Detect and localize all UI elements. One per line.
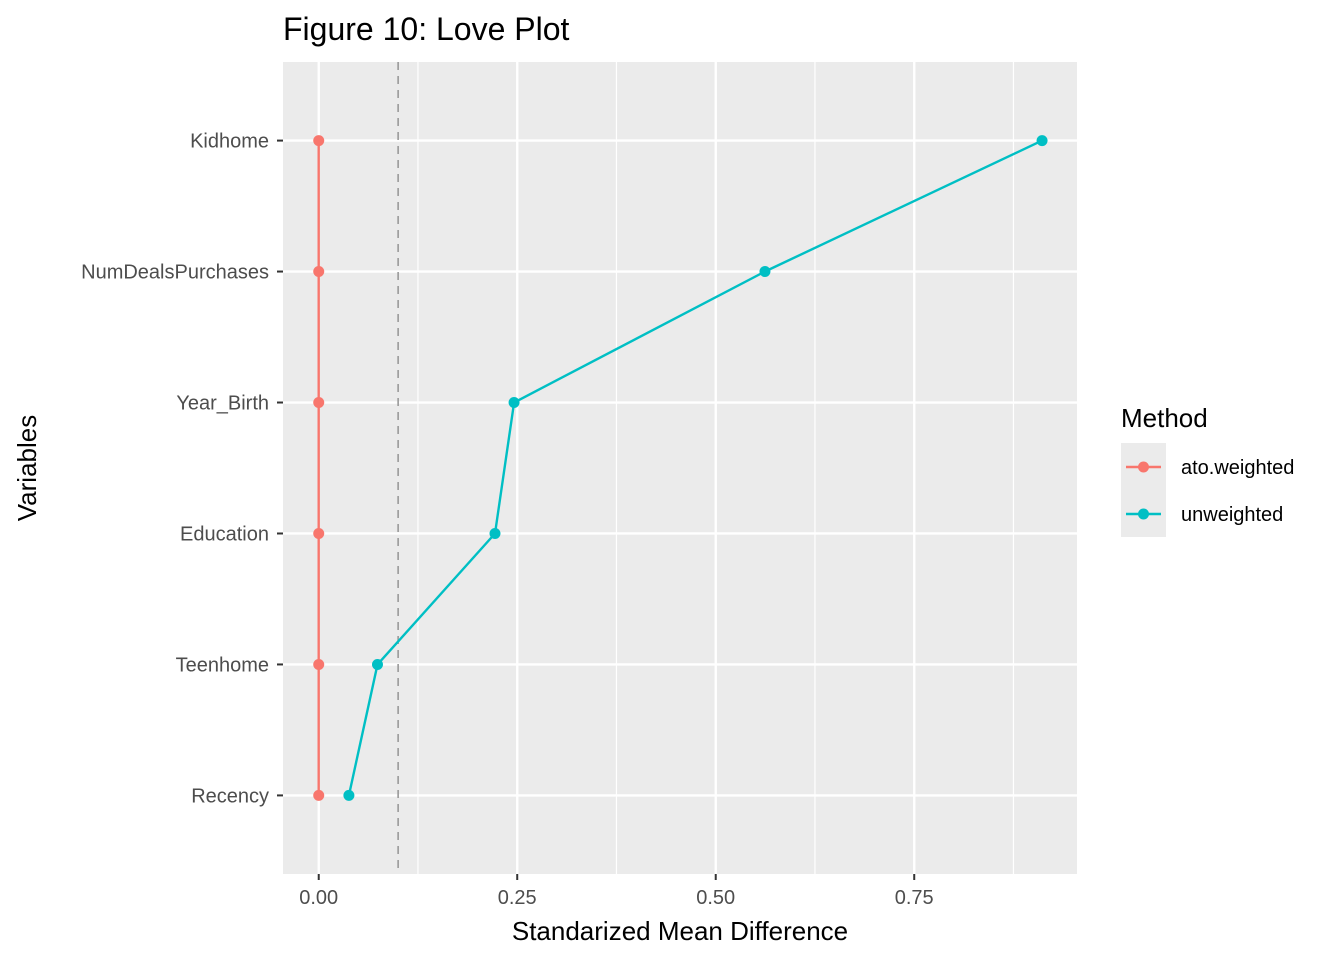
y-axis-title: Variables <box>12 415 42 521</box>
legend-items: ato.weighted unweighted <box>1126 457 1294 526</box>
x-axis-title: Standarized Mean Difference <box>512 916 848 946</box>
x-tick-label: 0.75 <box>895 887 934 909</box>
data-point <box>759 266 771 278</box>
chart-title: Figure 10: Love Plot <box>283 11 570 47</box>
y-tick-label: Teenhome <box>176 654 269 676</box>
y-tick-label: Recency <box>191 785 269 807</box>
plot-panel <box>283 62 1077 874</box>
legend-key-point <box>1138 508 1149 520</box>
x-tick-label: 0.50 <box>696 887 735 909</box>
series-group <box>343 135 1048 801</box>
data-point <box>313 266 325 278</box>
data-point <box>489 527 501 539</box>
y-tick-label: Education <box>180 523 269 545</box>
legend-label: unweighted <box>1181 504 1283 526</box>
y-tick-label: Kidhome <box>190 131 269 153</box>
data-point <box>313 135 325 147</box>
legend-title: Method <box>1121 403 1208 433</box>
series-line <box>347 139 1043 796</box>
data-point <box>313 527 325 539</box>
y-tick-label: NumDealsPurchases <box>81 262 269 284</box>
y-tick-label: Year_Birth <box>176 393 269 415</box>
legend-key-point <box>1138 461 1149 473</box>
legend-background <box>1121 443 1166 537</box>
x-tick-label: 0.00 <box>299 887 338 909</box>
data-point <box>508 397 520 409</box>
data-point <box>371 658 383 670</box>
x-tick-label: 0.25 <box>498 887 537 909</box>
data-point <box>313 397 325 409</box>
data-point <box>343 789 355 801</box>
data-point <box>313 789 325 801</box>
legend-label: ato.weighted <box>1181 457 1294 479</box>
x-axis: 0.00 0.25 0.50 0.75 <box>299 874 934 909</box>
y-axis: Recency Teenhome Education Year_Birth NumDea… <box>81 131 283 807</box>
data-point <box>1036 135 1048 147</box>
data-point <box>313 658 325 670</box>
series-layer <box>313 135 1048 801</box>
series-group <box>313 135 325 801</box>
legend: Method ato.weighted unweighted <box>1121 403 1294 537</box>
